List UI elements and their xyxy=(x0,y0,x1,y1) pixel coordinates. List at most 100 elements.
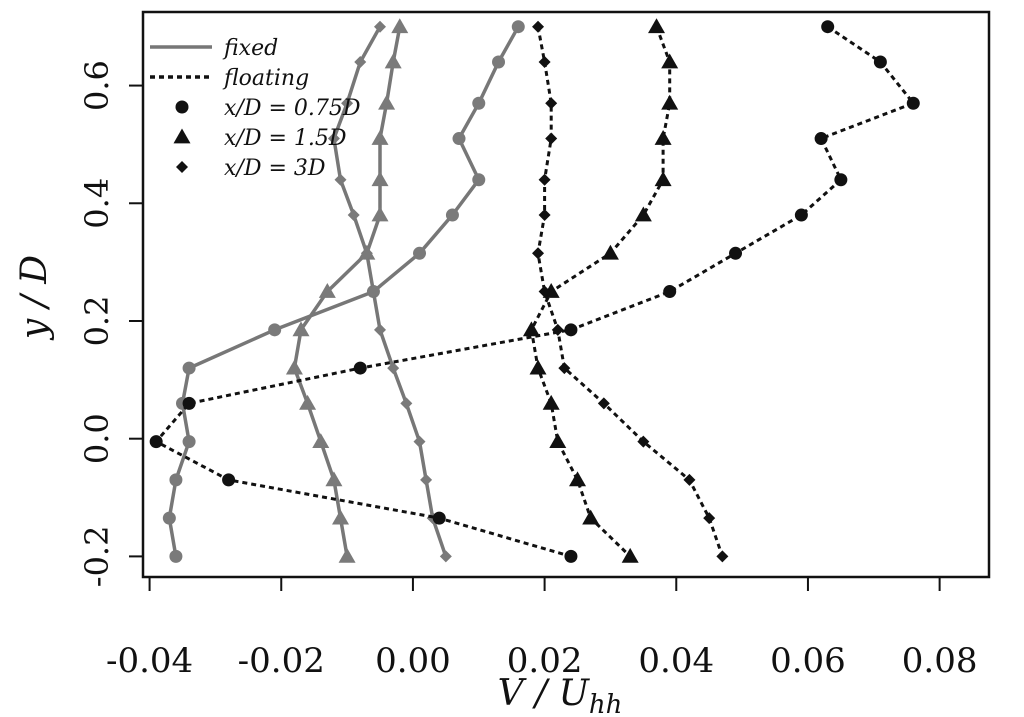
data-point-fixed-circle xyxy=(413,246,427,260)
data-point-fixed-triangle xyxy=(371,130,389,145)
x-tick-label: 0.02 xyxy=(507,641,583,681)
data-point-floating-triangle xyxy=(569,471,587,487)
data-point-floating-triangle xyxy=(634,206,652,222)
y-tick-label: -0.2 xyxy=(78,526,116,588)
data-point-floating-diamond xyxy=(558,362,571,375)
data-point-floating-triangle xyxy=(654,171,672,187)
data-point-fixed-circle xyxy=(182,361,196,375)
data-point-fixed-triangle xyxy=(371,206,389,222)
data-point-fixed-circle xyxy=(472,173,486,187)
data-point-fixed-circle xyxy=(268,323,282,337)
data-point-floating-circle xyxy=(182,396,196,410)
data-point-floating-diamond xyxy=(538,209,551,222)
data-point-fixed-diamond xyxy=(387,362,400,375)
data-point-fixed-triangle xyxy=(378,94,396,110)
data-point-fixed-triangle xyxy=(318,283,336,298)
data-point-fixed-diamond xyxy=(374,20,387,33)
data-point-fixed-diamond xyxy=(327,132,340,145)
data-point-fixed-circle xyxy=(162,511,176,525)
data-point-fixed-diamond xyxy=(413,435,426,448)
data-point-floating-circle xyxy=(834,173,848,187)
legend-marker-triangle xyxy=(173,128,191,144)
data-point-fixed-diamond xyxy=(374,323,387,336)
legend-marker-circle xyxy=(175,100,189,114)
data-point-floating-diamond xyxy=(545,132,558,145)
data-point-fixed-diamond xyxy=(400,397,413,410)
data-point-floating-diamond xyxy=(545,97,558,110)
data-point-fixed-diamond xyxy=(341,97,354,110)
data-point-floating-circle xyxy=(222,473,236,487)
data-point-fixed-triangle xyxy=(391,18,409,34)
data-point-floating-diamond xyxy=(532,20,545,33)
data-point-fixed-circle xyxy=(182,435,196,449)
data-point-floating-circle xyxy=(794,208,808,222)
legend-label: x/D = 1.5D xyxy=(224,126,347,151)
data-point-floating-circle xyxy=(873,55,887,69)
y-tick-label: 0.0 xyxy=(78,413,116,464)
data-point-floating-triangle xyxy=(621,547,639,563)
legend-label: fixed xyxy=(222,36,278,61)
y-tick-label: 0.4 xyxy=(78,178,116,229)
data-point-fixed-circle xyxy=(492,55,506,69)
data-point-fixed-triangle xyxy=(325,471,343,487)
data-point-floating-diamond xyxy=(597,397,610,410)
data-point-floating-triangle xyxy=(542,394,560,410)
data-point-floating-diamond xyxy=(703,512,716,525)
data-point-fixed-circle xyxy=(472,96,486,110)
data-point-floating-circle xyxy=(149,435,163,449)
x-axis-label-subscript: hh xyxy=(589,690,623,717)
y-tick-label: 0.6 xyxy=(78,60,116,111)
data-point-fixed-triangle xyxy=(384,53,402,69)
y-tick-label: 0.2 xyxy=(78,296,116,347)
legend-marker-diamond xyxy=(176,161,188,173)
data-point-fixed-triangle xyxy=(338,547,356,563)
data-point-fixed-circle xyxy=(452,132,466,146)
x-axis-label: V / Uhh xyxy=(498,673,623,717)
data-point-floating-diamond xyxy=(683,473,696,486)
data-point-fixed-triangle xyxy=(285,359,303,375)
data-point-fixed-triangle xyxy=(299,394,317,410)
legend: fixed floating x/D = 0.75D x/D = 1.5D x/D = … xyxy=(150,36,361,181)
data-point-floating-circle xyxy=(729,246,743,260)
data-point-fixed-diamond xyxy=(367,285,380,298)
data-point-floating-circle xyxy=(821,20,835,34)
data-point-fixed-triangle xyxy=(332,509,350,525)
data-point-fixed-diamond xyxy=(354,56,367,69)
data-point-fixed-diamond xyxy=(347,209,360,222)
data-point-floating-circle xyxy=(564,549,578,563)
data-point-floating-triangle xyxy=(582,509,600,525)
data-point-floating-diamond xyxy=(538,285,551,298)
data-point-floating-circle xyxy=(432,511,446,525)
legend-label: floating xyxy=(222,66,309,91)
data-point-floating-triangle xyxy=(661,53,679,69)
data-point-fixed-diamond xyxy=(334,173,347,186)
data-point-floating-triangle xyxy=(661,94,679,110)
data-point-floating-circle xyxy=(663,285,677,299)
data-point-floating-diamond xyxy=(551,323,564,336)
x-tick-label: 0.08 xyxy=(902,641,978,681)
data-point-fixed-diamond xyxy=(420,473,433,486)
x-tick-label: 0.04 xyxy=(638,641,714,681)
x-tick-label: -0.02 xyxy=(238,641,325,681)
data-point-fixed-triangle xyxy=(312,433,330,449)
data-point-floating-triangle xyxy=(648,18,666,34)
data-point-floating-diamond xyxy=(538,56,551,69)
data-point-floating-circle xyxy=(564,323,578,337)
data-point-floating-triangle xyxy=(522,321,540,337)
data-point-floating-diamond xyxy=(532,247,545,260)
data-point-floating-triangle xyxy=(601,244,619,260)
data-point-floating-triangle xyxy=(529,359,547,375)
x-tick-label: -0.04 xyxy=(106,641,193,681)
legend-label: x/D = 0.75D xyxy=(224,96,361,121)
y-axis-label: y / D xyxy=(14,255,55,341)
data-point-floating-triangle xyxy=(549,433,567,449)
data-point-floating-circle xyxy=(814,132,828,146)
data-point-fixed-circle xyxy=(445,208,459,222)
data-point-fixed-circle xyxy=(511,20,525,34)
data-point-floating-circle xyxy=(906,96,920,110)
data-point-fixed-diamond xyxy=(360,247,373,260)
data-point-fixed-diamond xyxy=(439,550,452,563)
data-point-fixed-circle xyxy=(169,473,183,487)
data-point-fixed-circle xyxy=(169,549,183,563)
